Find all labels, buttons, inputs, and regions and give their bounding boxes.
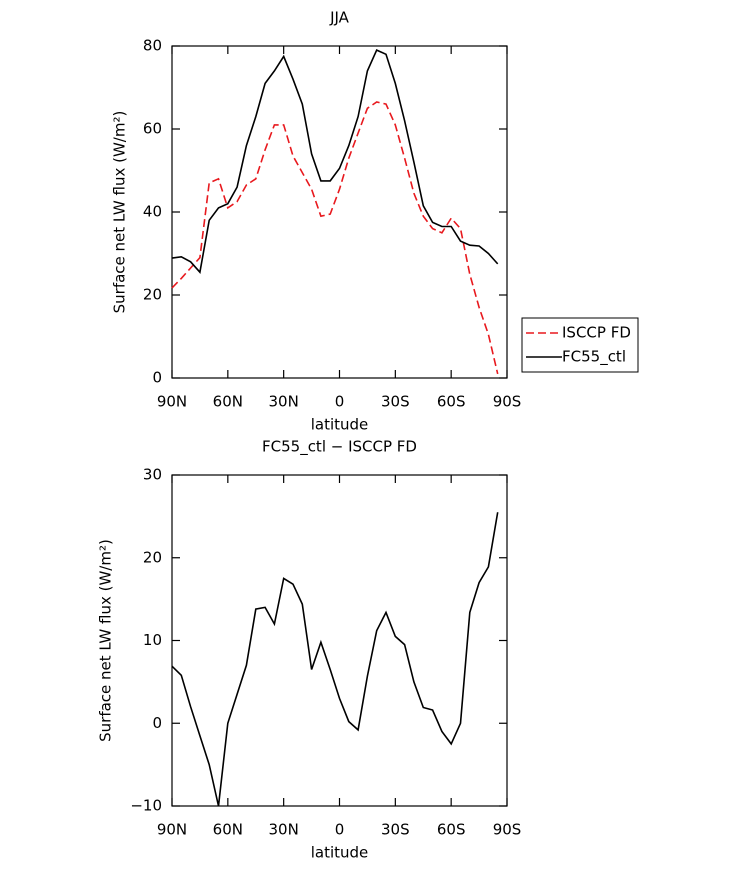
data-line [171,101,499,375]
y-tick-label: 20 [143,548,162,566]
y-axis-label: Surface net LW flux (W/m²) [97,539,115,742]
plot-frame [171,45,508,379]
y-tick-label: 20 [143,286,162,304]
x-tick-label: 60N [213,821,243,839]
x-tick-label: 90S [493,821,522,839]
y-tick-label: 40 [143,203,162,221]
legend-label: FC55_ctl [562,348,626,367]
y-axis-label: Surface net LW flux (W/m²) [111,111,129,314]
x-tick-label: 60S [437,393,466,411]
legend-box [521,317,639,373]
x-axis-label: latitude [311,844,369,862]
data-line [171,512,499,807]
y-tick-label: 10 [143,631,162,649]
y-tick-label: 0 [152,369,162,387]
x-tick-label: 60N [213,393,243,411]
x-tick-label: 30N [269,821,299,839]
x-tick-label: 90S [493,393,522,411]
x-tick-label: 30S [381,821,410,839]
chart-title: JJA [329,9,350,27]
x-tick-label: 60S [437,821,466,839]
plot-frame [171,474,508,807]
y-tick-label: −10 [130,797,162,815]
data-line [171,49,499,274]
x-tick-label: 30N [269,393,299,411]
y-tick-label: 0 [152,714,162,732]
x-tick-label: 90N [157,393,187,411]
x-tick-label: 0 [335,821,345,839]
x-tick-label: 90N [157,821,187,839]
y-tick-label: 80 [143,37,162,55]
x-tick-label: 30S [381,393,410,411]
legend-label: ISCCP FD [562,324,631,342]
chart-title: FC55_ctl − ISCCP FD [262,438,417,457]
y-tick-label: 30 [143,466,162,484]
x-tick-label: 0 [335,393,345,411]
y-tick-label: 60 [143,120,162,138]
x-axis-label: latitude [311,416,369,434]
